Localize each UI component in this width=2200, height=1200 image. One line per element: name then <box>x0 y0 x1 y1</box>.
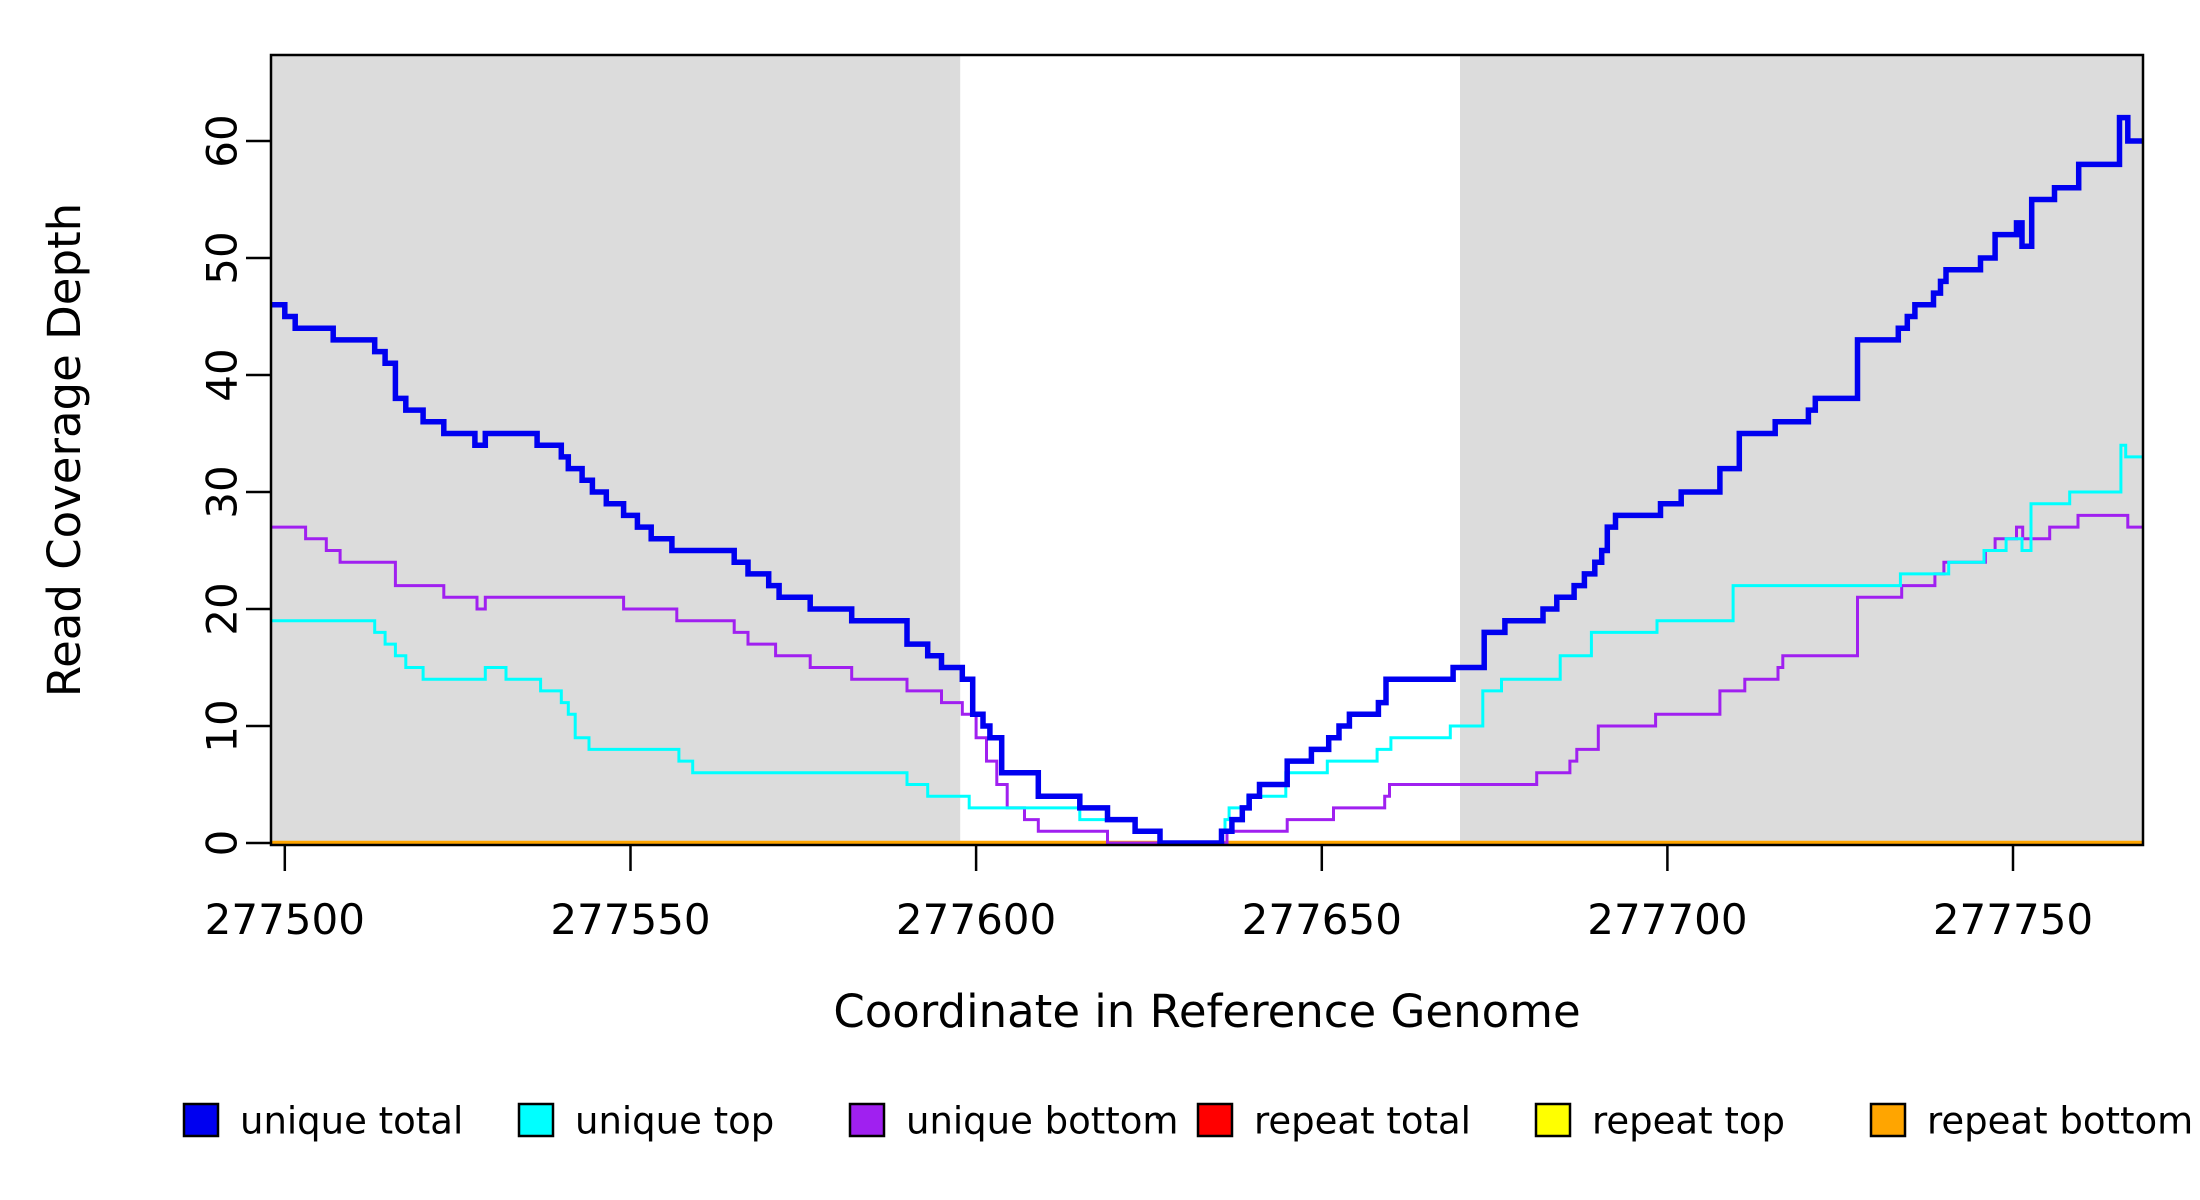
series-unique-top <box>271 443 2143 845</box>
legend-label: unique top <box>575 1100 774 1143</box>
legend-swatch-unique-total <box>182 1102 220 1138</box>
legend-swatch-unique-bottom <box>848 1102 886 1138</box>
x-tick-label: 277650 <box>1242 895 1402 944</box>
y-tick-label: 10 <box>198 699 247 752</box>
legend-label: unique total <box>240 1100 463 1143</box>
plot-border <box>269 53 2145 847</box>
x-axis-title: Coordinate in Reference Genome <box>833 985 1580 1038</box>
legend: unique total unique top unique bottom repea… <box>182 1100 2193 1143</box>
legend-item-unique-bottom: unique bottom <box>848 1100 1178 1143</box>
y-tick-label: 60 <box>198 114 247 167</box>
legend-swatch-repeat-total <box>1196 1102 1234 1138</box>
y-tick-label: 40 <box>198 348 247 401</box>
x-tick-label: 277600 <box>896 895 1056 944</box>
left-shaded-region <box>271 55 961 845</box>
y-tick-label: 30 <box>198 465 247 518</box>
legend-swatch-repeat-bottom <box>1869 1102 1907 1138</box>
x-tick-label: 277750 <box>1933 895 2093 944</box>
y-tick-label: 0 <box>198 830 247 857</box>
legend-item-repeat-top: repeat top <box>1534 1100 1785 1143</box>
legend-item-unique-total: unique total <box>182 1100 463 1143</box>
legend-swatch-repeat-top <box>1534 1102 1572 1138</box>
legend-swatch-unique-top <box>517 1102 555 1138</box>
x-tick-label: 277500 <box>205 895 365 944</box>
legend-label: repeat top <box>1592 1100 1785 1143</box>
x-tick-label: 277550 <box>550 895 710 944</box>
series-unique-total <box>271 114 2143 846</box>
shaded-regions-layer <box>271 55 2143 845</box>
legend-label: repeat bottom <box>1927 1100 2193 1143</box>
y-tick-label: 20 <box>198 582 247 635</box>
legend-item-unique-top: unique top <box>517 1100 774 1143</box>
y-tick-label: 50 <box>198 231 247 284</box>
series-layer <box>271 114 2143 846</box>
legend-label: unique bottom <box>906 1100 1178 1143</box>
stray-dot <box>1155 1114 1161 1120</box>
right-shaded-region <box>1460 55 2143 845</box>
y-axis-title: Read Coverage Depth <box>38 203 91 697</box>
axes-layer: 0 10 20 30 40 50 60 277500 277550 277600 277650 277… <box>198 53 2145 944</box>
legend-item-repeat-total: repeat total <box>1196 1100 1471 1143</box>
legend-item-repeat-bottom: repeat bottom <box>1869 1100 2193 1143</box>
x-tick-label: 277700 <box>1587 895 1747 944</box>
legend-label: repeat total <box>1254 1100 1471 1143</box>
